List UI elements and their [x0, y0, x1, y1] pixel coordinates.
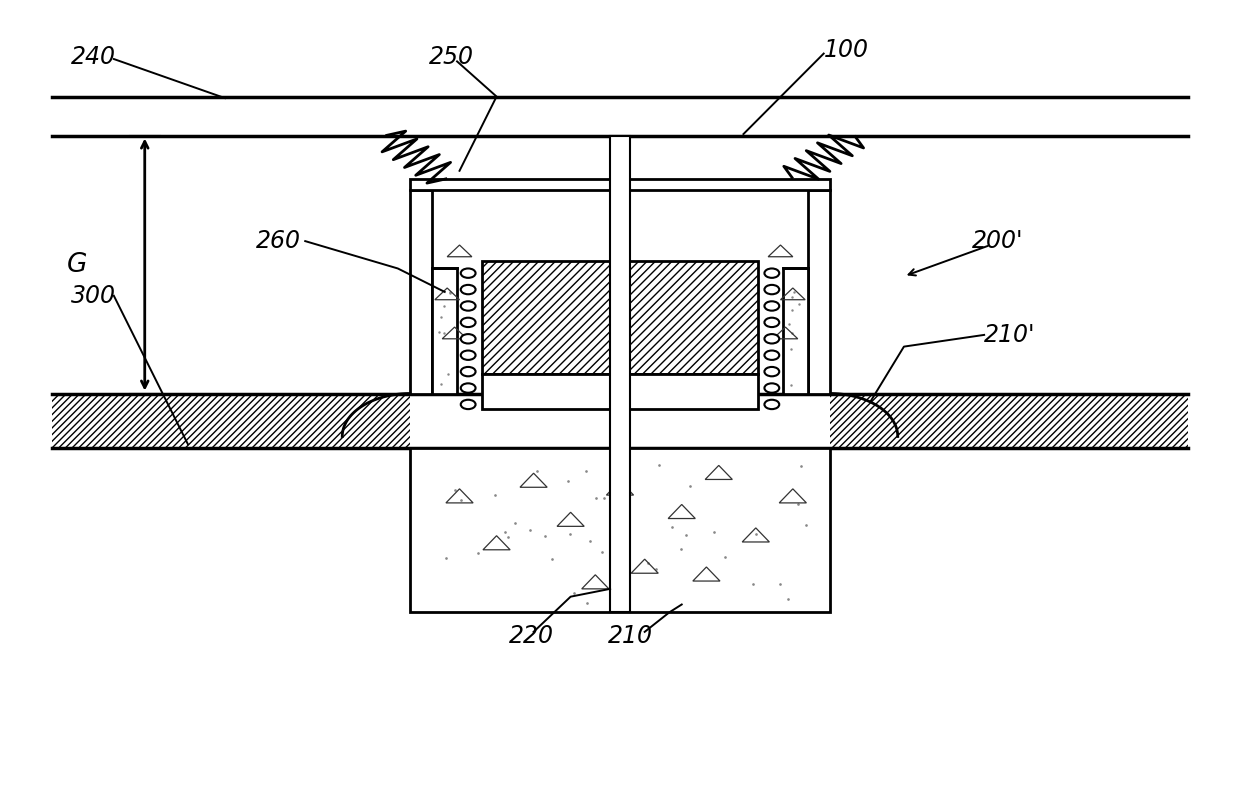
- Text: 300: 300: [71, 284, 115, 308]
- Circle shape: [461, 318, 476, 327]
- Text: 220: 220: [508, 624, 554, 648]
- Circle shape: [764, 400, 779, 409]
- Circle shape: [461, 285, 476, 294]
- Circle shape: [764, 367, 779, 376]
- Circle shape: [764, 301, 779, 311]
- Bar: [610, 135, 630, 612]
- Circle shape: [461, 400, 476, 409]
- Bar: [482, 260, 758, 374]
- Bar: [807, 190, 830, 394]
- Bar: [52, 394, 410, 449]
- Circle shape: [461, 334, 476, 343]
- Text: 210': 210': [985, 323, 1035, 347]
- Circle shape: [461, 350, 476, 360]
- Text: 100: 100: [823, 38, 869, 61]
- Bar: [410, 449, 830, 612]
- Text: 260: 260: [255, 229, 301, 253]
- Circle shape: [764, 285, 779, 294]
- Bar: [830, 394, 1188, 449]
- Circle shape: [764, 383, 779, 393]
- Bar: [782, 268, 807, 394]
- Circle shape: [764, 268, 779, 278]
- Bar: [410, 190, 433, 394]
- Text: 200': 200': [972, 229, 1023, 253]
- Text: 250: 250: [429, 46, 474, 69]
- Text: G: G: [67, 252, 87, 278]
- Bar: [52, 394, 410, 449]
- Text: 210: 210: [608, 624, 652, 648]
- Text: 240: 240: [71, 46, 115, 69]
- Bar: [830, 394, 1188, 449]
- Circle shape: [461, 268, 476, 278]
- Circle shape: [764, 350, 779, 360]
- Bar: [482, 374, 758, 409]
- Bar: [433, 268, 458, 394]
- Circle shape: [461, 367, 476, 376]
- Circle shape: [764, 334, 779, 343]
- Circle shape: [461, 383, 476, 393]
- Bar: [410, 179, 830, 190]
- Circle shape: [461, 301, 476, 311]
- Circle shape: [764, 318, 779, 327]
